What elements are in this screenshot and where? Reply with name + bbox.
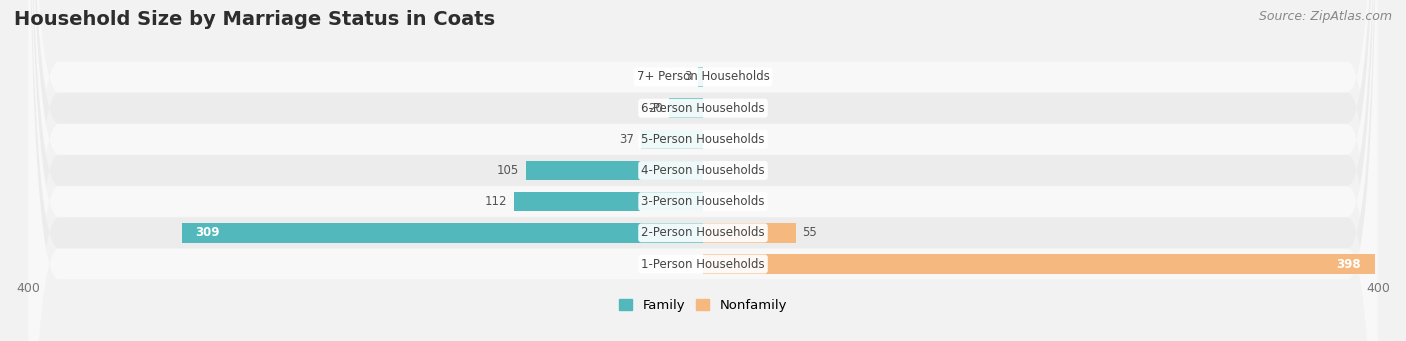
Text: 4-Person Households: 4-Person Households xyxy=(641,164,765,177)
Text: 112: 112 xyxy=(485,195,508,208)
Text: 1-Person Households: 1-Person Households xyxy=(641,257,765,270)
Text: 20: 20 xyxy=(648,102,662,115)
Text: 398: 398 xyxy=(1336,257,1361,270)
FancyBboxPatch shape xyxy=(28,0,1378,341)
FancyBboxPatch shape xyxy=(28,0,1378,341)
Bar xyxy=(526,161,703,180)
Text: 105: 105 xyxy=(496,164,519,177)
Text: 2-Person Households: 2-Person Households xyxy=(641,226,765,239)
Bar xyxy=(181,223,703,242)
Bar xyxy=(697,67,703,87)
Text: 55: 55 xyxy=(803,226,817,239)
Legend: Family, Nonfamily: Family, Nonfamily xyxy=(619,299,787,312)
Bar xyxy=(703,254,1375,274)
Bar xyxy=(669,99,703,118)
FancyBboxPatch shape xyxy=(28,0,1378,341)
FancyBboxPatch shape xyxy=(28,0,1378,341)
Bar xyxy=(703,223,796,242)
Text: Household Size by Marriage Status in Coats: Household Size by Marriage Status in Coa… xyxy=(14,10,495,29)
Text: 6-Person Households: 6-Person Households xyxy=(641,102,765,115)
Text: 3: 3 xyxy=(683,71,692,84)
Text: 7+ Person Households: 7+ Person Households xyxy=(637,71,769,84)
Text: Source: ZipAtlas.com: Source: ZipAtlas.com xyxy=(1258,10,1392,23)
Text: 309: 309 xyxy=(195,226,219,239)
Text: 3-Person Households: 3-Person Households xyxy=(641,195,765,208)
Text: 5-Person Households: 5-Person Households xyxy=(641,133,765,146)
FancyBboxPatch shape xyxy=(28,0,1378,341)
Bar xyxy=(515,192,703,211)
FancyBboxPatch shape xyxy=(28,0,1378,341)
Text: 37: 37 xyxy=(619,133,634,146)
Bar xyxy=(641,130,703,149)
FancyBboxPatch shape xyxy=(28,0,1378,341)
